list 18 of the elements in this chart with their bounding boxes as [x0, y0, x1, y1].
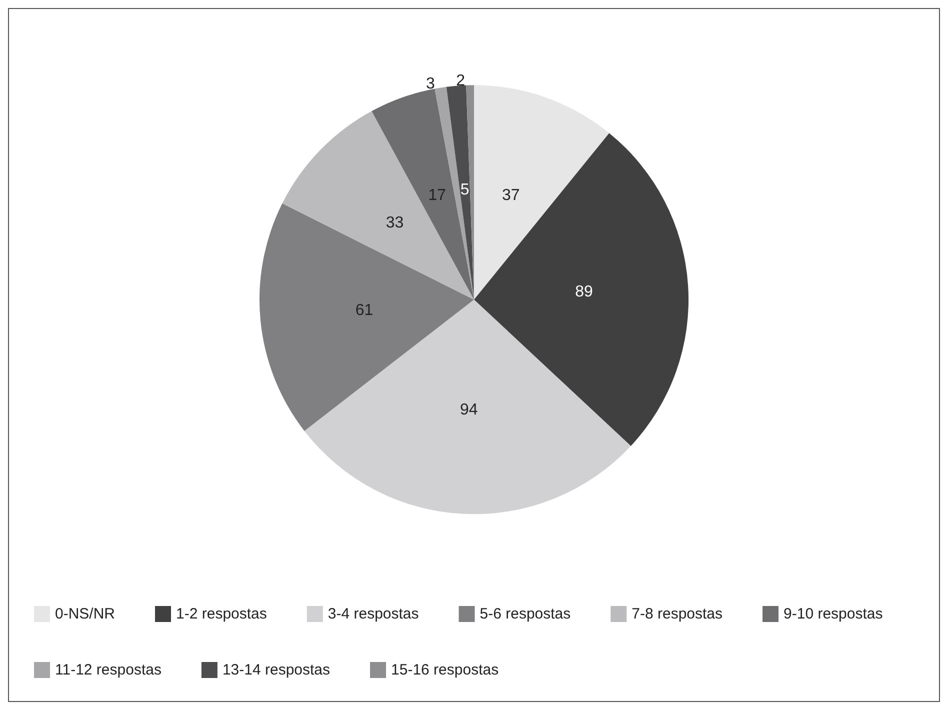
data-label: 33	[386, 214, 404, 232]
data-label: 37	[502, 187, 520, 204]
legend-label: 5-6 respostas	[480, 606, 571, 622]
data-label: 89	[575, 284, 593, 301]
legend-label: 15-16 respostas	[391, 662, 499, 678]
data-label: 94	[460, 401, 478, 418]
data-label: 61	[355, 302, 374, 319]
legend-label: 3-4 respostas	[328, 606, 419, 622]
data-label: 17	[428, 187, 446, 204]
legend-label: 0-NS/NR	[55, 606, 116, 622]
data-label: 3	[426, 75, 436, 92]
data-label: 2	[456, 72, 466, 90]
data-label: 5	[460, 181, 470, 198]
legend-label: 9-10 respostas	[784, 606, 883, 622]
legend-label: 7-8 respostas	[632, 606, 723, 622]
legend-label: 11-12 respostas	[55, 662, 162, 678]
legend-label: 13-14 respostas	[222, 662, 330, 678]
legend-label: 1-2 respostas	[176, 606, 267, 622]
